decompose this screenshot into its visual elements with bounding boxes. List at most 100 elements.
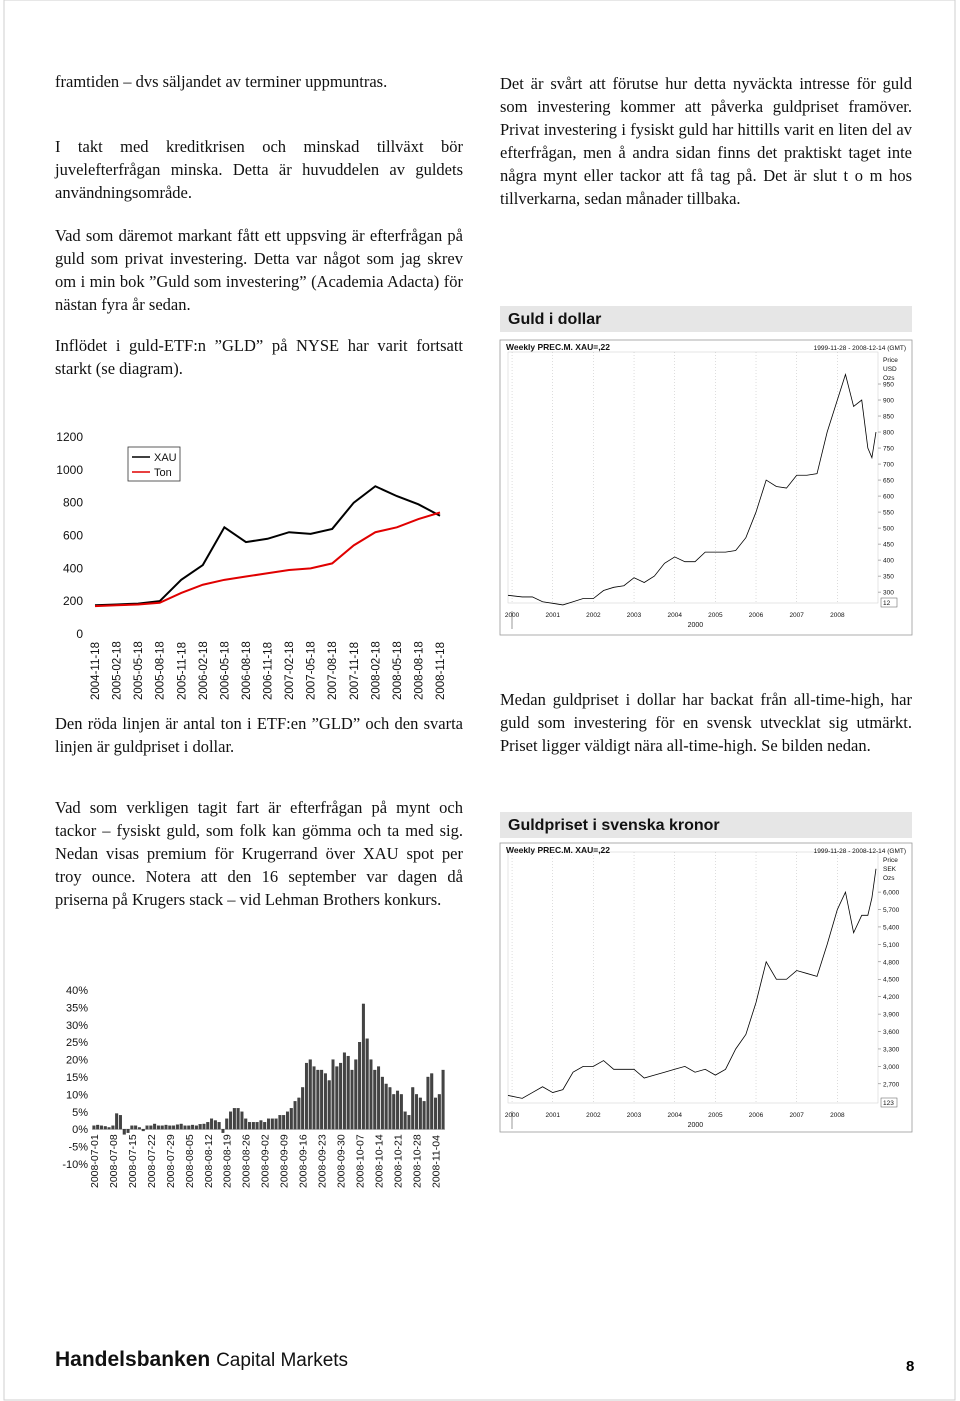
bar: [358, 1042, 362, 1130]
axis-label: Ozs: [883, 375, 895, 382]
y-tick-label: -10%: [62, 1159, 88, 1171]
chart-subtitle: Weekly PREC.M. XAU=,22: [506, 845, 610, 855]
paragraph: Det är svårt att förutse hur detta nyväc…: [500, 74, 912, 208]
bar: [270, 1118, 274, 1130]
bar: [365, 1038, 369, 1130]
x-tick-label: 2005: [708, 1112, 723, 1119]
x-tick-label: 2008-08-12: [203, 1134, 215, 1188]
last-value-label: 123: [883, 1100, 894, 1107]
x-tick-label: 2002: [586, 612, 601, 619]
bar: [297, 1097, 301, 1130]
bar: [441, 1069, 445, 1130]
date-range: 1999-11-28 - 2008-12-14 (GMT): [814, 848, 906, 855]
bar: [304, 1062, 308, 1130]
x-tick-label: 2008-09-30: [336, 1134, 348, 1188]
y-tick-label: 450: [883, 542, 894, 549]
bar: [335, 1066, 339, 1130]
chart-frame: [499, 842, 913, 1133]
bar: [312, 1066, 316, 1130]
y-tick-label: 35%: [66, 1002, 88, 1014]
y-tick-label: 550: [883, 510, 894, 517]
chart-heading: Guld i dollar: [500, 306, 912, 332]
bar: [100, 1125, 103, 1130]
bar: [145, 1125, 149, 1130]
bar: [407, 1115, 411, 1130]
y-tick-label: 500: [883, 526, 894, 533]
last-value-box: [880, 1097, 898, 1108]
y-tick-label: 300: [883, 590, 894, 597]
y-tick-label: 0%: [72, 1124, 88, 1136]
bar: [115, 1113, 119, 1130]
bar: [210, 1118, 214, 1130]
y-tick-label: 5%: [72, 1107, 88, 1119]
bar: [384, 1083, 388, 1130]
axis-label: Price: [883, 357, 898, 364]
bar: [426, 1076, 430, 1130]
bar: [183, 1125, 187, 1130]
x-axis-label: 2000: [688, 1122, 704, 1129]
y-tick-label: 40%: [66, 985, 88, 997]
brand: Handelsbanken Capital Markets: [55, 1348, 348, 1372]
x-tick-label: 2008-10-28: [412, 1134, 424, 1188]
last-value-box: [880, 597, 898, 608]
bar: [434, 1097, 437, 1130]
bar: [323, 1073, 327, 1130]
date-range: 1999-11-28 - 2008-12-14 (GMT): [814, 345, 906, 352]
bar: [194, 1125, 198, 1130]
bar: [160, 1125, 164, 1130]
axis-label: SEK: [883, 866, 897, 873]
bar: [122, 1129, 126, 1135]
bar: [377, 1066, 381, 1130]
y-tick-label: 800: [883, 430, 894, 437]
x-tick-label: 2008-07-08: [108, 1134, 120, 1188]
bar: [206, 1122, 210, 1130]
bar: [342, 1052, 346, 1130]
bar: [168, 1125, 172, 1130]
paragraph: framtiden – dvs säljandet av terminer up…: [55, 72, 388, 91]
bar: [361, 1003, 365, 1130]
page-frame: [3, 0, 956, 1401]
bar: [331, 1059, 335, 1130]
legend-box: [127, 446, 181, 482]
bar: [236, 1108, 240, 1130]
x-tick-label: 2008-11-18: [435, 642, 447, 700]
brand-unit: Capital Markets: [216, 1350, 349, 1371]
y-tick-label: 700: [883, 462, 894, 469]
x-tick-label: 2008-09-16: [298, 1134, 310, 1188]
bar: [187, 1125, 191, 1130]
paragraph: Medan guldpriset i dollar har backat frå…: [500, 690, 912, 755]
bar: [92, 1125, 96, 1130]
x-tick-label: 2007: [789, 612, 804, 619]
y-tick-label: 400: [63, 561, 83, 575]
x-tick-label: 2001: [545, 1112, 560, 1119]
bar: [137, 1127, 141, 1130]
x-tick-label: 2006: [749, 1112, 764, 1119]
axis-label: USD: [883, 366, 897, 373]
bar: [217, 1122, 221, 1130]
bar: [418, 1097, 422, 1130]
bar: [289, 1108, 293, 1130]
bar: [198, 1124, 202, 1130]
x-tick-label: 2004: [667, 612, 682, 619]
paragraph: Vad som däremot markant fått ett uppsvin…: [55, 226, 463, 314]
y-tick-label: 650: [883, 478, 894, 485]
bar: [232, 1108, 236, 1130]
x-tick-label: 2008-09-02: [260, 1134, 272, 1188]
bar: [293, 1101, 297, 1130]
chart-frame: [499, 339, 913, 636]
bar: [282, 1115, 286, 1130]
y-tick-label: 10%: [66, 1089, 88, 1101]
x-tick-label: 2008-09-09: [279, 1134, 291, 1188]
bar: [202, 1123, 206, 1130]
x-tick-label: 2006-05-18: [219, 641, 231, 700]
x-tick-label: 2008-10-07: [355, 1134, 367, 1188]
bar: [430, 1073, 434, 1130]
x-tick-label: 2006-11-18: [263, 642, 275, 700]
y-tick-label: 5,100: [883, 942, 900, 949]
x-tick-label: 2008-08-18: [413, 641, 425, 700]
y-tick-label: 2,700: [883, 1081, 900, 1088]
y-tick-label: 800: [63, 496, 83, 510]
bar: [437, 1094, 441, 1130]
x-tick-label: 2008-05-18: [392, 641, 404, 700]
